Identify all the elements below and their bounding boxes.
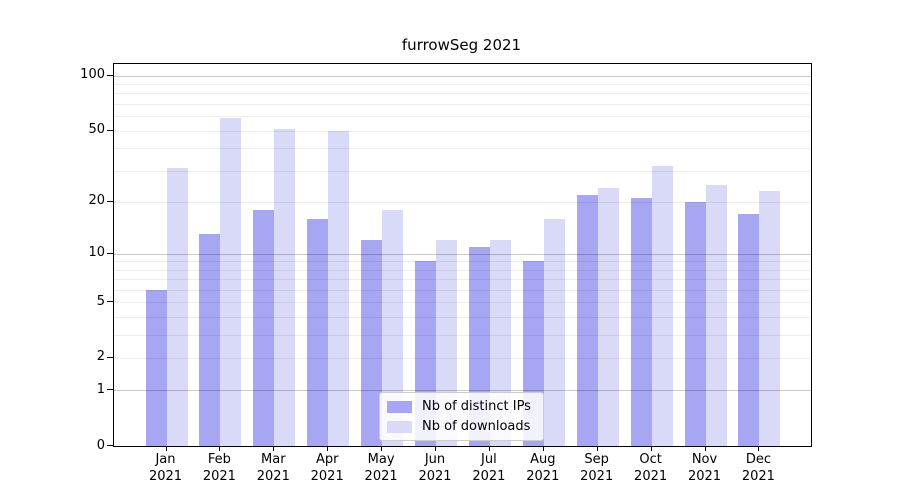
x-tick-year: 2021 xyxy=(364,469,398,484)
x-tick-year: 2021 xyxy=(580,469,614,484)
x-tick-mark xyxy=(650,446,652,451)
x-tick-year: 2021 xyxy=(256,469,290,484)
bar-downloads-jan xyxy=(166,168,188,446)
minor-gridline xyxy=(114,116,811,118)
x-tick-mark xyxy=(219,446,221,451)
minor-gridline xyxy=(114,84,811,86)
y-tick-mark xyxy=(107,252,113,254)
legend-swatch xyxy=(387,400,412,413)
x-tick-year: 2021 xyxy=(687,469,722,484)
bar-downloads-nov xyxy=(705,184,727,446)
y-tick-label: 1 xyxy=(96,381,105,397)
legend-item: Nb of downloads xyxy=(387,419,531,434)
bar-downloads-apr xyxy=(328,130,350,446)
x-tick-mark xyxy=(542,446,544,451)
bar-distinct-ips-feb xyxy=(199,234,221,446)
bar-downloads-feb xyxy=(220,117,242,446)
bar-distinct-ips-jan xyxy=(145,289,167,446)
y-tick-mark xyxy=(107,74,113,76)
legend: Nb of distinct IPs Nb of downloads xyxy=(379,392,544,441)
y-tick-label: 50 xyxy=(88,122,105,138)
plot-area xyxy=(113,63,812,447)
y-tick-mark xyxy=(107,200,113,202)
x-tick-label-sep: Sep 2021 xyxy=(565,451,629,485)
y-tick-mark xyxy=(107,301,113,303)
y-tick-mark xyxy=(107,445,113,446)
y-tick-label: 100 xyxy=(80,67,105,83)
bar-distinct-ips-dec xyxy=(738,214,760,446)
x-tick-year: 2021 xyxy=(310,469,344,484)
y-tick-label: 10 xyxy=(88,245,105,261)
x-tick-mark xyxy=(381,446,383,451)
legend-swatch xyxy=(387,420,412,433)
x-tick-label-mar: Mar 2021 xyxy=(241,451,305,485)
y-tick-mark xyxy=(107,389,113,391)
x-tick-mark xyxy=(165,446,167,451)
x-tick-label-nov: Nov 2021 xyxy=(673,451,737,485)
y-tick-label: 2 xyxy=(96,349,105,365)
legend-item-label: Nb of downloads xyxy=(422,419,531,434)
x-tick-year: 2021 xyxy=(202,469,236,484)
x-tick-year: 2021 xyxy=(148,469,183,484)
x-tick-label-jul: Jul 2021 xyxy=(457,451,521,485)
x-tick-year: 2021 xyxy=(741,469,775,484)
minor-gridline xyxy=(114,130,811,132)
x-tick-mark xyxy=(273,446,275,451)
x-tick-mark xyxy=(327,446,329,451)
major-gridline xyxy=(114,75,811,77)
y-tick-label: 0 xyxy=(96,437,105,453)
x-tick-label-dec: Dec 2021 xyxy=(726,451,790,485)
x-tick-label-jun: Jun 2021 xyxy=(403,451,467,485)
x-tick-label-jan: Jan 2021 xyxy=(134,451,198,485)
x-tick-year: 2021 xyxy=(472,469,506,484)
x-tick-label-may: May 2021 xyxy=(349,451,413,485)
bar-distinct-ips-mar xyxy=(253,209,275,446)
y-tick-mark xyxy=(107,356,113,358)
bar-downloads-oct xyxy=(651,165,673,446)
x-tick-mark xyxy=(435,446,436,451)
bar-downloads-dec xyxy=(759,191,781,446)
bar-distinct-ips-nov xyxy=(684,201,706,446)
y-tick-label: 20 xyxy=(88,193,105,209)
legend-item-label: Nb of distinct IPs xyxy=(422,399,531,414)
x-tick-label-feb: Feb 2021 xyxy=(187,451,251,485)
minor-gridline xyxy=(114,93,811,95)
x-tick-label-aug: Aug 2021 xyxy=(511,451,575,485)
minor-gridline xyxy=(114,104,811,106)
bar-distinct-ips-sep xyxy=(576,194,598,446)
y-tick-label: 5 xyxy=(96,293,105,309)
y-tick-mark xyxy=(107,129,113,131)
x-tick-label-apr: Apr 2021 xyxy=(295,451,359,485)
bar-downloads-may xyxy=(382,209,404,446)
x-tick-mark xyxy=(488,446,490,451)
bar-downloads-sep xyxy=(597,187,619,446)
x-tick-mark xyxy=(596,446,598,451)
x-tick-mark xyxy=(704,446,706,451)
chart-title: furrowSeg 2021 xyxy=(401,36,522,54)
bar-distinct-ips-oct xyxy=(630,198,652,446)
x-tick-year: 2021 xyxy=(526,469,560,484)
x-tick-label-oct: Oct 2021 xyxy=(619,451,683,485)
bar-distinct-ips-apr xyxy=(307,218,329,446)
bar-downloads-aug xyxy=(543,218,565,446)
minor-gridline xyxy=(114,170,811,172)
bar-distinct-ips-may xyxy=(361,240,383,446)
x-tick-mark xyxy=(758,446,760,451)
minor-gridline xyxy=(114,148,811,150)
bar-downloads-mar xyxy=(274,129,296,446)
legend-item: Nb of distinct IPs xyxy=(387,399,531,414)
x-tick-year: 2021 xyxy=(634,469,668,484)
x-tick-year: 2021 xyxy=(418,469,452,484)
